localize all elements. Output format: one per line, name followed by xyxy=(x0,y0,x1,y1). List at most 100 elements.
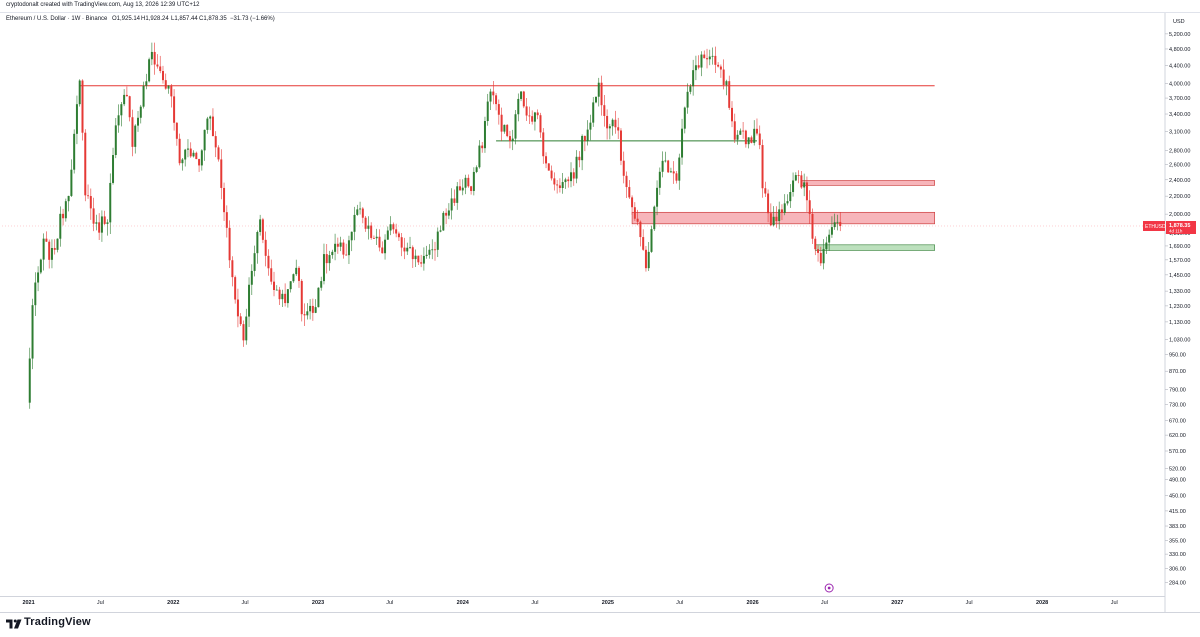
candle-body xyxy=(614,119,617,128)
price-tick-label: 3,700.00 xyxy=(1169,96,1190,102)
candle-down xyxy=(775,206,778,228)
candle-up xyxy=(503,124,506,134)
levels-layer xyxy=(79,85,935,142)
candle-down xyxy=(92,197,95,232)
candle-down xyxy=(500,107,503,141)
candle-up xyxy=(123,89,126,107)
candle-body xyxy=(297,267,300,281)
candle-body xyxy=(239,316,242,325)
candle-body xyxy=(717,64,720,67)
price-tick-label: 950.00 xyxy=(1169,353,1186,359)
ohlc-low: L1,857.44 xyxy=(171,16,198,22)
candle-body xyxy=(148,59,151,82)
time-tick-label: Jul xyxy=(1111,600,1118,606)
candle-up xyxy=(439,225,442,233)
time-tick-label: 2026 xyxy=(746,600,758,606)
candle-body xyxy=(273,281,276,290)
candle-up xyxy=(406,242,409,255)
candle-up xyxy=(753,120,756,146)
candle-body xyxy=(722,69,725,85)
tradingview-brand[interactable]: TradingView xyxy=(24,616,91,628)
candle-body xyxy=(339,242,342,247)
candle-body xyxy=(561,182,564,189)
candle-down xyxy=(567,176,570,188)
candle-body xyxy=(533,112,536,122)
candle-body xyxy=(811,213,814,239)
candle-up xyxy=(447,203,450,220)
symbol-title[interactable]: Ethereum / U.S. Dollar · 1W · Binance xyxy=(6,16,108,22)
candle-body xyxy=(336,243,339,247)
candle-body xyxy=(114,125,117,156)
candle-down xyxy=(403,237,406,260)
candle-up xyxy=(725,79,728,96)
candle-body xyxy=(420,262,423,264)
candle-down xyxy=(48,239,51,269)
price-tick-label: 1,570.00 xyxy=(1169,258,1190,264)
candle-down xyxy=(234,275,237,304)
candle-body xyxy=(683,107,686,129)
candle-body xyxy=(525,106,528,116)
candle-body xyxy=(656,187,659,207)
candle-body xyxy=(264,239,267,256)
candle-body xyxy=(195,152,198,160)
candle-body xyxy=(414,255,417,260)
candle-body xyxy=(425,254,428,256)
candle-body xyxy=(75,104,78,134)
price-tick-label: 1,130.00 xyxy=(1169,320,1190,326)
price-tag-symbol: ETHUSD xyxy=(1145,224,1166,230)
candle-up xyxy=(520,90,523,102)
candle-down xyxy=(87,184,90,199)
candle-body xyxy=(284,293,287,304)
candle-up xyxy=(109,173,112,235)
candle-down xyxy=(342,239,345,259)
candle-down xyxy=(755,118,758,136)
candle-body xyxy=(728,81,731,108)
candle-down xyxy=(311,298,314,321)
candle-body xyxy=(306,311,309,316)
candle-body xyxy=(309,305,312,312)
candle-body xyxy=(120,104,123,116)
candle-down xyxy=(531,110,534,125)
candle-down xyxy=(780,204,783,221)
candle-body xyxy=(767,193,770,214)
candle-up xyxy=(37,266,40,292)
candle-body xyxy=(700,54,703,68)
candle-body xyxy=(253,253,256,271)
candle-down xyxy=(164,73,167,90)
candle-down xyxy=(722,59,725,90)
candle-up xyxy=(184,148,187,167)
candle-up xyxy=(772,206,775,227)
candle-up xyxy=(350,231,353,252)
candle-up xyxy=(367,216,370,240)
candle-down xyxy=(730,101,733,128)
candle-down xyxy=(508,130,511,149)
candle-down xyxy=(228,220,231,269)
candle-body xyxy=(372,237,375,239)
candle-body xyxy=(311,305,314,313)
candle-up xyxy=(456,182,459,210)
candle-body xyxy=(706,58,709,60)
candle-up xyxy=(295,259,298,277)
candle-body xyxy=(483,121,486,149)
candle-up xyxy=(389,216,392,236)
candle-up xyxy=(422,247,425,271)
candle-body xyxy=(531,116,534,122)
candle-body xyxy=(56,238,59,250)
candle-down xyxy=(400,233,403,257)
candle-down xyxy=(717,62,720,68)
candle-body xyxy=(353,214,356,232)
candle-up xyxy=(259,214,262,236)
candle-down xyxy=(98,213,101,241)
candle-body xyxy=(145,81,148,86)
candle-body xyxy=(828,234,831,243)
candle-down xyxy=(361,207,364,224)
candle-body xyxy=(347,240,350,256)
candle-up xyxy=(317,287,320,308)
candle-body xyxy=(128,96,131,118)
candle-body xyxy=(87,195,90,197)
candle-body xyxy=(364,217,367,229)
candle-body xyxy=(797,175,800,176)
candle-down xyxy=(733,113,736,144)
candle-up xyxy=(711,47,714,65)
